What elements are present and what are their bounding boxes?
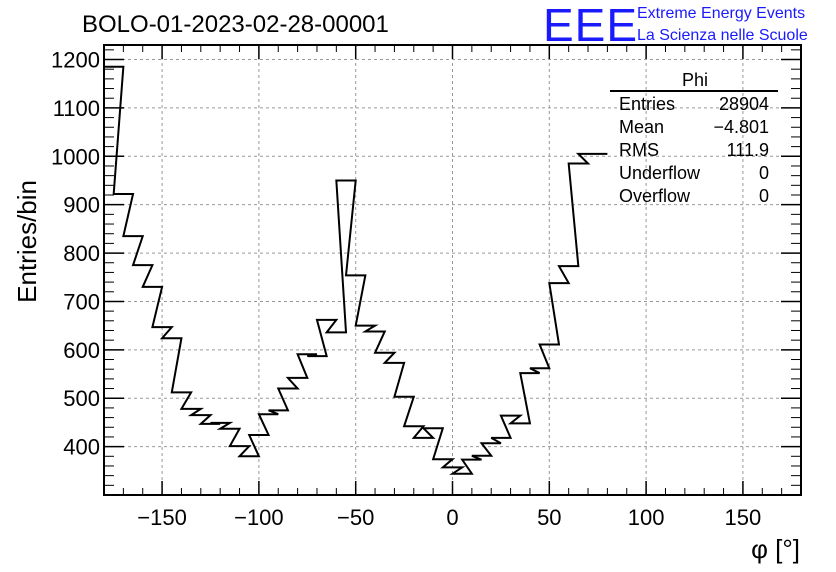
chart-title: BOLO-01-2023-02-28-00001 [82,11,389,38]
y-tick-label: 700 [63,289,100,314]
eee-logo: EEE Extreme Energy Events La Scienza nel… [543,0,808,51]
histogram-outline [104,65,608,475]
stats-underflow-value: 0 [759,163,769,183]
stats-underflow-label: Underflow [619,163,701,183]
stats-entries-value: 28904 [719,94,769,114]
stats-title: Phi [682,70,708,90]
stats-box: Phi Entries 28904 Mean −4.801 RMS 111.9 … [610,70,778,206]
x-tick-label: 0 [446,505,458,530]
x-tick-label: −150 [137,505,187,530]
x-tick-label: −100 [234,505,284,530]
y-tick-label: 500 [63,386,100,411]
x-tick-label: 100 [628,505,665,530]
x-tick-labels: −150 −100 −50 0 50 100 150 [137,505,761,530]
grid-lines [104,45,801,495]
y-tick-label: 800 [63,241,100,266]
y-tick-label: 1100 [53,96,100,121]
stats-overflow-label: Overflow [619,186,691,206]
x-tick-label: −50 [337,505,374,530]
stats-entries-label: Entries [619,94,675,114]
stats-rms-value: 111.9 [727,140,769,160]
x-tick-label: 50 [537,505,561,530]
stats-overflow-value: 0 [759,186,769,206]
y-tick-label: 600 [63,338,100,363]
eee-logo-mark: EEE [543,0,638,51]
x-axis-title: φ [°] [751,534,800,564]
stats-mean-value: −4.801 [713,117,769,137]
y-tick-label: 900 [63,193,100,218]
x-tick-label: 150 [725,505,762,530]
axis-ticks [103,45,802,495]
eee-logo-line1: Extreme Energy Events [637,5,805,22]
eee-logo-line2: La Scienza nelle Scuole [637,27,808,44]
y-tick-label: 1200 [51,48,100,73]
stats-mean-label: Mean [619,117,664,137]
y-tick-label: 400 [63,435,100,460]
y-tick-labels: 400 500 600 700 800 900 1000 1100 1200 [51,48,100,460]
stats-rms-label: RMS [619,140,659,160]
y-axis-title: Entries/bin [12,180,42,303]
y-tick-label: 1000 [51,144,100,169]
